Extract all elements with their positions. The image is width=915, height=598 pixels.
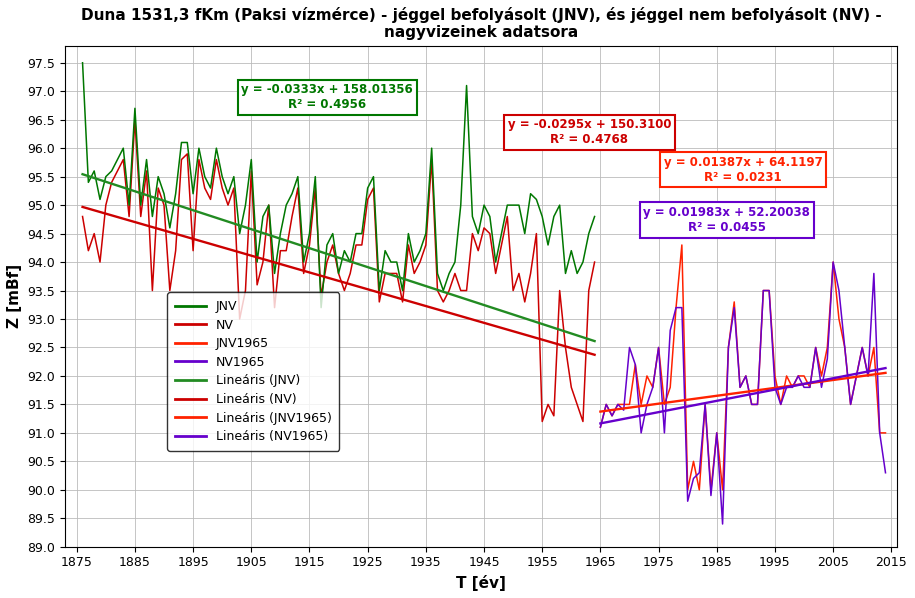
Text: y = -0.0295x + 150.3100
R² = 0.4768: y = -0.0295x + 150.3100 R² = 0.4768 <box>508 118 671 147</box>
Title: Duna 1531,3 fKm (Paksi vízmérce) - jéggel befolyásolt (JNV), és jéggel nem befol: Duna 1531,3 fKm (Paksi vízmérce) - jégge… <box>81 7 881 40</box>
Y-axis label: Z [mBf]: Z [mBf] <box>7 264 22 328</box>
X-axis label: T [év]: T [év] <box>457 575 506 591</box>
Text: y = -0.0333x + 158.01356
R² = 0.4956: y = -0.0333x + 158.01356 R² = 0.4956 <box>242 83 413 111</box>
Text: y = 0.01983x + 52.20038
R² = 0.0455: y = 0.01983x + 52.20038 R² = 0.0455 <box>643 206 810 234</box>
Legend: JNV, NV, JNV1965, NV1965, Lineáris (JNV), Lineáris (NV), Lineáris (JNV1965), Lin: JNV, NV, JNV1965, NV1965, Lineáris (JNV)… <box>167 292 339 451</box>
Text: y = 0.01387x + 64.1197
R² = 0.0231: y = 0.01387x + 64.1197 R² = 0.0231 <box>664 156 823 184</box>
